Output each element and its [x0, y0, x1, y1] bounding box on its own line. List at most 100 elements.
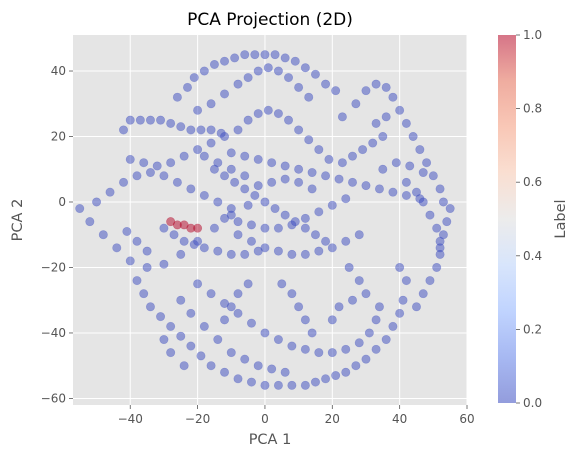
scatter-point-label-0	[331, 371, 341, 381]
scatter-point-label-0	[270, 50, 280, 60]
colorbar-ticks: 0.0 0.2 0.4 0.6 0.8 1.0	[516, 28, 542, 410]
scatter-point-label-0	[321, 374, 331, 384]
scatter-point-label-0	[273, 380, 283, 390]
scatter-point-label-0	[186, 308, 196, 318]
scatter-point-label-0	[438, 197, 448, 207]
scatter-point-label-0	[156, 312, 166, 322]
scatter-point-label-0	[199, 243, 209, 253]
scatter-point-label-0	[220, 315, 230, 325]
scatter-point-label-0	[246, 318, 256, 328]
scatter-point-label-0	[253, 154, 263, 164]
scatter-point-label-0	[428, 171, 438, 181]
scatter-point-label-0	[300, 380, 310, 390]
scatter-point-label-0	[145, 168, 155, 178]
scatter-point-label-0	[179, 361, 189, 371]
y-tick-label: −60	[41, 391, 66, 405]
scatter-point-label-0	[408, 132, 418, 142]
scatter-point-label-0	[290, 56, 300, 66]
scatter-point-label-0	[125, 154, 135, 164]
scatter-point-label-0	[415, 145, 425, 155]
scatter-point-label-0	[186, 125, 196, 135]
y-axis-label: PCA 2	[10, 199, 26, 242]
scatter-point-label-0	[304, 135, 314, 145]
scatter-point-label-0	[432, 262, 442, 272]
scatter-point-label-0	[273, 246, 283, 256]
scatter-point-label-0	[435, 243, 445, 253]
scatter-point-label-0	[327, 243, 337, 253]
scatter-point-label-0	[284, 115, 294, 125]
scatter-point-label-0	[166, 158, 176, 168]
scatter-point-label-0	[220, 171, 230, 181]
scatter-point-label-0	[226, 164, 236, 174]
scatter-point-label-0	[294, 125, 304, 135]
scatter-point-label-0	[300, 344, 310, 354]
scatter-point-label-0	[287, 380, 297, 390]
scatter-point-label-0	[230, 177, 240, 187]
scatter-point-label-0	[415, 194, 425, 204]
scatter-point-label-0	[226, 204, 236, 214]
scatter-point-label-0	[324, 154, 334, 164]
scatter-point-label-0	[206, 99, 216, 109]
colorbar-tick-label: 0.8	[523, 102, 542, 116]
scatter-point-label-0	[327, 200, 337, 210]
scatter-point-label-0	[233, 308, 243, 318]
scatter-point-label-0	[425, 210, 435, 220]
scatter-point-label-0	[263, 105, 273, 115]
scatter-point-label-0	[364, 328, 374, 338]
scatter-point-label-0	[418, 168, 428, 178]
scatter-point-label-0	[321, 79, 331, 89]
scatter-point-label-0	[199, 190, 209, 200]
scatter-point-label-0	[196, 351, 206, 361]
scatter-point-label-0	[226, 148, 236, 158]
scatter-point-label-0	[344, 262, 354, 272]
scatter-point-label-0	[193, 279, 203, 289]
scatter-point-label-0	[438, 230, 448, 240]
scatter-point-label-0	[253, 181, 263, 191]
scatter-point-label-0	[267, 177, 277, 187]
scatter-point-label-0	[240, 249, 250, 259]
scatter-point-label-0	[280, 161, 290, 171]
scatter-point-label-0	[287, 341, 297, 351]
scatter-point-label-0	[371, 118, 381, 128]
scatter-point-label-0	[240, 354, 250, 364]
scatter-point-label-0	[139, 158, 149, 168]
scatter-point-label-0	[411, 302, 421, 312]
scatter-point-label-0	[213, 158, 223, 168]
scatter-point-label-0	[321, 171, 331, 181]
scatter-point-label-0	[391, 158, 401, 168]
scatter-point-label-0	[425, 276, 435, 286]
scatter-point-label-0	[220, 367, 230, 377]
scatter-point-label-0	[119, 177, 129, 187]
x-tick-label: −20	[185, 412, 210, 426]
scatter-point-label-0	[112, 243, 122, 253]
scatter-point-label-0	[280, 367, 290, 377]
scatter-point-label-0	[445, 204, 455, 214]
scatter-point-label-0	[321, 236, 331, 246]
scatter-point-label-0	[85, 217, 95, 227]
scatter-point-label-0	[145, 302, 155, 312]
scatter-point-label-0	[233, 230, 243, 240]
scatter-point-label-0	[176, 331, 186, 341]
scatter-point-label-0	[226, 348, 236, 358]
scatter-point-label-0	[442, 217, 452, 227]
x-tick-label: 60	[459, 412, 474, 426]
scatter-point-label-0	[105, 187, 115, 197]
scatter-point-label-0	[253, 109, 263, 119]
scatter-point-label-0	[341, 344, 351, 354]
colorbar	[498, 35, 516, 403]
y-tick-label: 20	[51, 130, 66, 144]
grid-lines	[73, 35, 468, 405]
scatter-point-label-0	[226, 249, 236, 259]
scatter-point-label-0	[98, 230, 108, 240]
scatter-point-label-0	[166, 348, 176, 358]
y-tick-label: 40	[51, 64, 66, 78]
scatter-point-label-0	[132, 171, 142, 181]
scatter-point-label-0	[341, 236, 351, 246]
scatter-point-label-0	[246, 220, 256, 230]
scatter-points	[75, 50, 455, 390]
scatter-point-label-0	[381, 335, 391, 345]
scatter-point-label-0	[422, 158, 432, 168]
scatter-point-label-0	[189, 73, 199, 83]
scatter-point-label-0	[273, 66, 283, 76]
scatter-point-label-0	[354, 230, 364, 240]
